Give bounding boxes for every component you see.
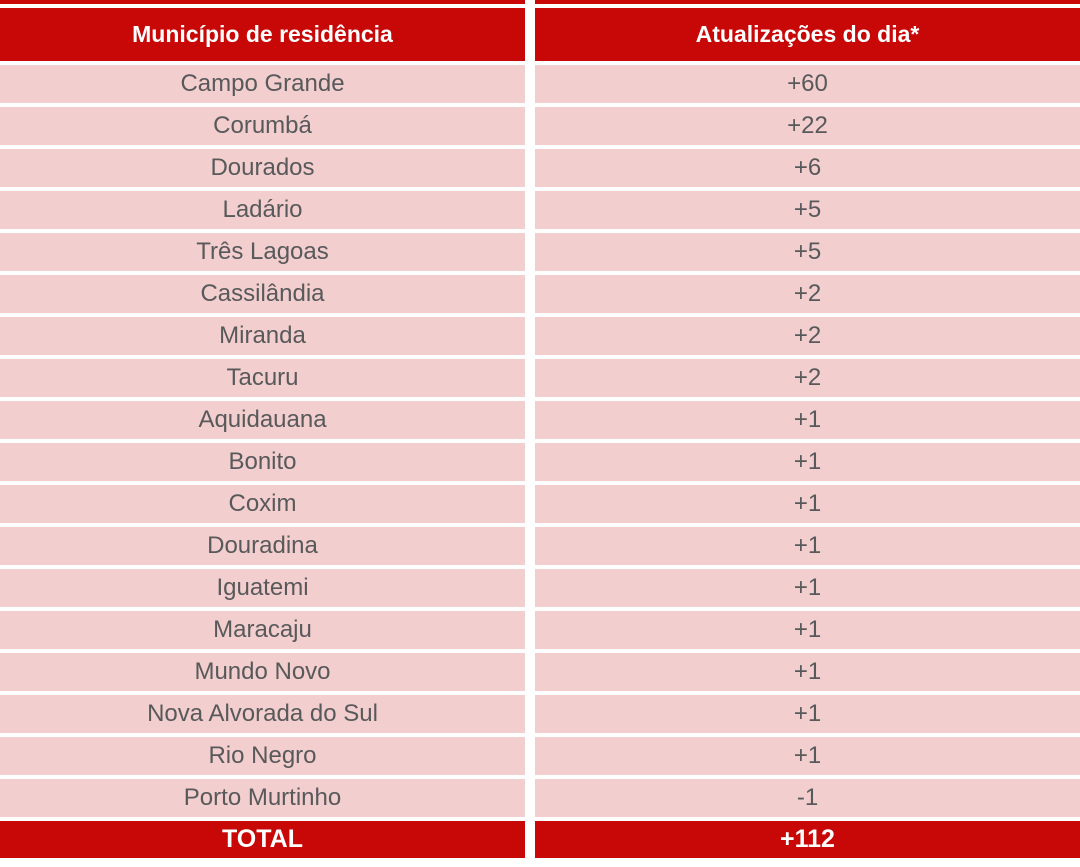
municipality-cell: Bonito	[0, 443, 525, 481]
municipality-cell: Aquidauana	[0, 401, 525, 439]
municipality-cell: Dourados	[0, 149, 525, 187]
column-header-municipality: Município de residência	[0, 8, 525, 61]
updates-value-cell: +1	[535, 485, 1080, 523]
municipality-cell: Maracaju	[0, 611, 525, 649]
municipality-cell: Ladário	[0, 191, 525, 229]
table-top-border-left	[0, 0, 525, 4]
updates-value-cell: +1	[535, 401, 1080, 439]
municipality-cell: Cassilândia	[0, 275, 525, 313]
municipality-cell: Corumbá	[0, 107, 525, 145]
updates-value-cell: +5	[535, 233, 1080, 271]
municipality-cell: Douradina	[0, 527, 525, 565]
updates-value-cell: +1	[535, 611, 1080, 649]
updates-value-cell: +1	[535, 527, 1080, 565]
municipality-cell: Três Lagoas	[0, 233, 525, 271]
municipality-cell: Iguatemi	[0, 569, 525, 607]
municipality-cell: Rio Negro	[0, 737, 525, 775]
updates-value-cell: +5	[535, 191, 1080, 229]
updates-value-cell: +1	[535, 443, 1080, 481]
updates-value-cell: +2	[535, 275, 1080, 313]
updates-value-cell: +1	[535, 653, 1080, 691]
total-label: TOTAL	[0, 821, 525, 858]
table-top-border-right	[535, 0, 1080, 4]
municipality-cell: Tacuru	[0, 359, 525, 397]
updates-value-cell: +2	[535, 359, 1080, 397]
municipality-cell: Campo Grande	[0, 65, 525, 103]
updates-value-cell: +1	[535, 737, 1080, 775]
total-value: +112	[535, 821, 1080, 858]
updates-value-cell: +1	[535, 695, 1080, 733]
updates-value-cell: +60	[535, 65, 1080, 103]
updates-value-cell: -1	[535, 779, 1080, 817]
column-header-daily-updates: Atualizações do dia*	[535, 8, 1080, 61]
municipality-cell: Mundo Novo	[0, 653, 525, 691]
municipality-cell: Miranda	[0, 317, 525, 355]
updates-value-cell: +2	[535, 317, 1080, 355]
municipality-cell: Porto Murtinho	[0, 779, 525, 817]
updates-value-cell: +22	[535, 107, 1080, 145]
updates-value-cell: +6	[535, 149, 1080, 187]
municipality-cell: Nova Alvorada do Sul	[0, 695, 525, 733]
municipality-cell: Coxim	[0, 485, 525, 523]
updates-value-cell: +1	[535, 569, 1080, 607]
